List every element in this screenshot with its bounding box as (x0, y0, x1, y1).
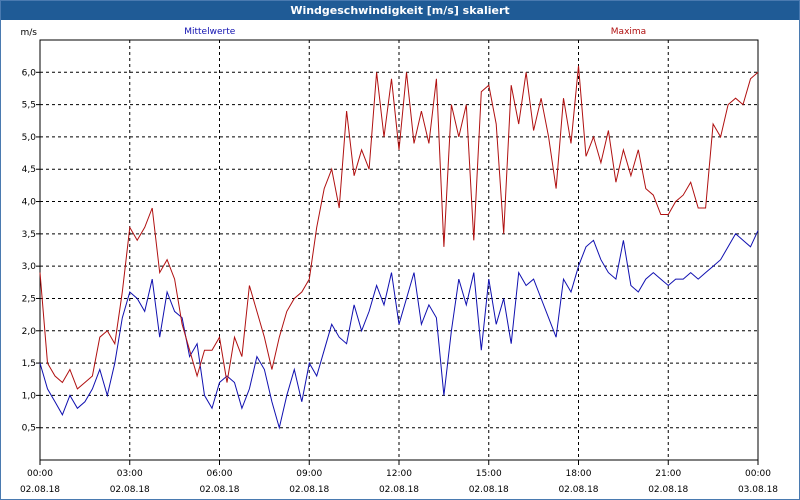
series-line-mittelwerte (39, 230, 759, 430)
x-tick-label-time: 12:00 (386, 469, 412, 479)
x-tick-label-time: 09:00 (296, 469, 322, 479)
x-tick-label-date: 02.08.18 (648, 485, 688, 495)
series-line-maxima (39, 65, 759, 390)
x-tick-label-time: 15:00 (476, 469, 502, 479)
y-tick-label: 2,0 (22, 327, 37, 337)
legend-label-mittelwerte: Mittelwerte (184, 27, 235, 37)
y-tick-label: 3,5 (22, 230, 36, 240)
chart-title: Windgeschwindigkeit [m/s] skaliert (1, 1, 799, 20)
legend-label-maxima: Maxima (611, 27, 646, 37)
y-tick-label: 1,5 (22, 359, 36, 369)
series-layer (39, 65, 759, 430)
y-tick-label: 3,0 (22, 262, 37, 272)
y-tick-label: 1,0 (22, 391, 37, 401)
x-tick-label-time: 00:00 (745, 469, 771, 479)
x-tick-label-date: 02.08.18 (199, 485, 239, 495)
x-tick-label-date: 02.08.18 (558, 485, 598, 495)
x-tick-label-date: 02.08.18 (379, 485, 419, 495)
x-tick-label-date: 02.08.18 (20, 485, 60, 495)
x-tick-label-time: 06:00 (207, 469, 233, 479)
x-tick-label-date: 02.08.18 (469, 485, 509, 495)
x-tick-label-date: 03.08.18 (738, 485, 778, 495)
grid (36, 40, 759, 465)
y-tick-label: 2,5 (22, 294, 36, 304)
y-tick-label: 5,0 (22, 133, 37, 143)
x-tick-label-date: 02.08.18 (110, 485, 150, 495)
x-tick-label-time: 00:00 (27, 469, 53, 479)
y-tick-label: 4,5 (22, 165, 36, 175)
y-tick-label: 4,0 (22, 198, 37, 208)
y-tick-label: 0,5 (22, 424, 36, 434)
x-tick-label-time: 18:00 (566, 469, 592, 479)
labels: 0,5 1,0 1,5 2,0 2,5 3,0 3,5 4,0 4,5 5,0 5,5 6,0 m/s 0… (20, 27, 778, 495)
y-tick-label: 5,5 (22, 101, 36, 111)
y-tick-label: 6,0 (22, 68, 37, 78)
x-tick-label-date: 02.08.18 (289, 485, 329, 495)
x-tick-label-time: 03:00 (117, 469, 143, 479)
y-axis-unit-label: m/s (21, 28, 38, 38)
x-tick-label-time: 21:00 (655, 469, 681, 479)
